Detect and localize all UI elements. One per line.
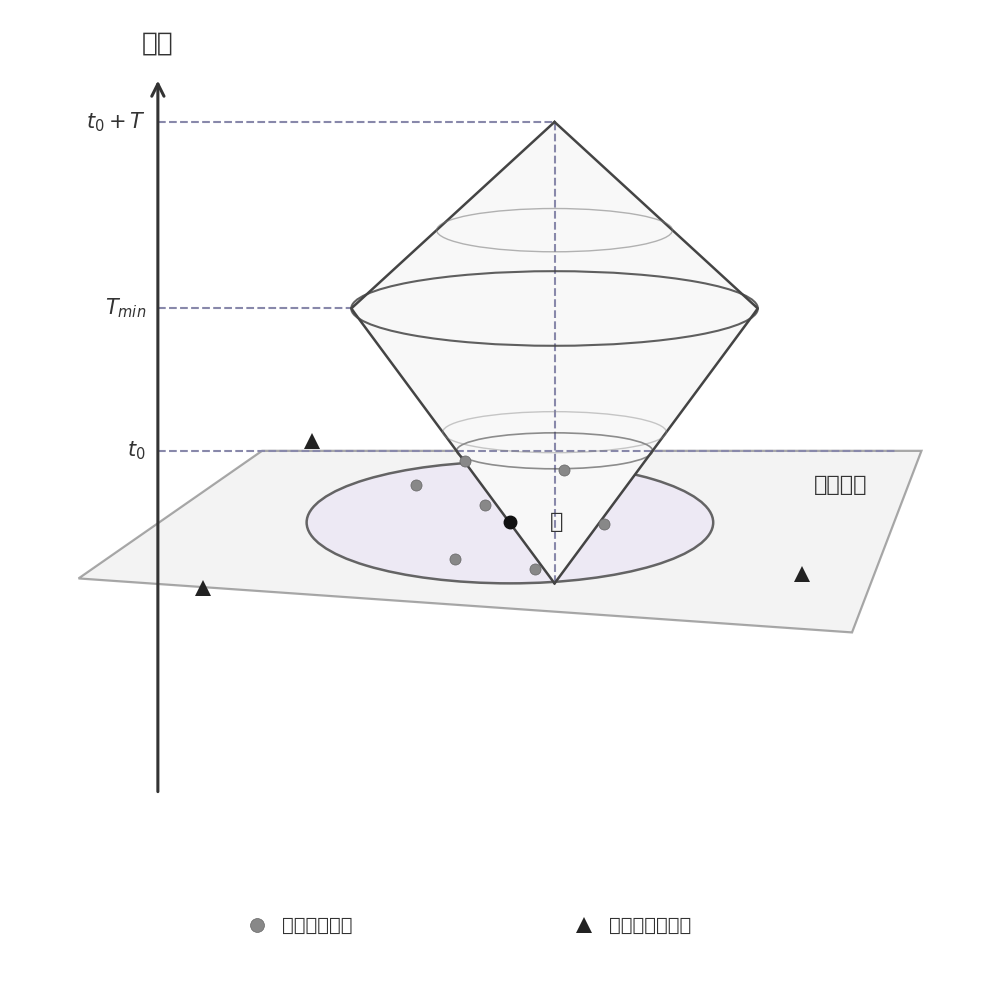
Text: $T_{min}$: $T_{min}$ bbox=[105, 297, 146, 321]
Text: 地理空间: 地理空间 bbox=[813, 475, 867, 495]
Polygon shape bbox=[351, 122, 758, 583]
Text: $t_0$: $t_0$ bbox=[127, 440, 146, 462]
Text: 可达活动设施: 可达活动设施 bbox=[282, 916, 352, 935]
Text: 家: 家 bbox=[550, 513, 563, 533]
Ellipse shape bbox=[307, 461, 713, 583]
Text: 不可达活动设施: 不可达活动设施 bbox=[609, 916, 691, 935]
Text: $t_0+T$: $t_0+T$ bbox=[86, 110, 146, 134]
Text: 时间: 时间 bbox=[142, 31, 174, 56]
Polygon shape bbox=[79, 450, 921, 633]
